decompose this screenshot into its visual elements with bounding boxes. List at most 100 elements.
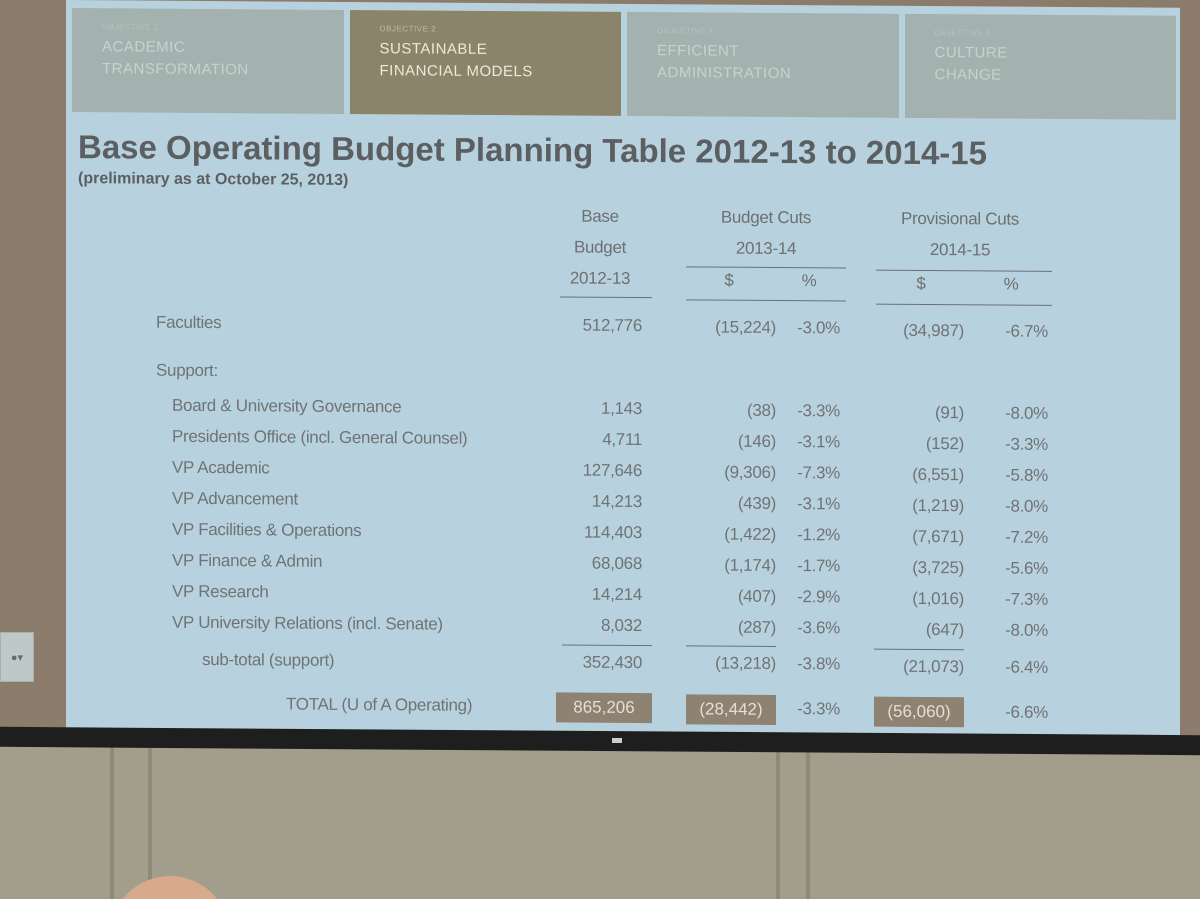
cut-percent: -1.2% — [797, 525, 840, 545]
header-rule — [560, 296, 652, 299]
base-value: 14,213 — [591, 491, 642, 512]
prov-percent: -6.4% — [1005, 657, 1048, 677]
row-label: VP Finance & Admin — [172, 550, 323, 571]
tab-label: ADMINISTRATION — [657, 64, 792, 83]
table-row-total: TOTAL (U of A Operating) 865,206 (28,442… — [66, 0, 1180, 728]
tab-kicker: OBJECTIVE 4 — [934, 28, 992, 38]
cut-percent: -3.3% — [797, 699, 840, 719]
projector-screen-logo — [612, 738, 622, 743]
tab-efficient-administration[interactable]: OBJECTIVE 3 EFFICIENT ADMINISTRATION — [627, 11, 899, 118]
header-cuts-dollar: $ — [724, 270, 734, 290]
prov-value: (152) — [925, 434, 964, 454]
prov-percent: -6.6% — [1005, 702, 1048, 722]
header-base-3: 2012-13 — [569, 268, 631, 288]
table-row: VP Research 14,214 (407) -2.9% (1,016) -7.3% — [66, 0, 1180, 609]
objective-tabs: OBJECTIVE 1 ACADEMIC TRANSFORMATION OBJE… — [72, 8, 1176, 120]
cut-percent: -7.3% — [797, 463, 840, 483]
row-label: sub-total (support) — [202, 649, 335, 670]
cut-percent: -3.0% — [797, 318, 840, 338]
header-rule — [686, 299, 846, 302]
base-value: 14,214 — [591, 584, 642, 605]
cut-percent: -3.8% — [797, 654, 840, 674]
prov-value: (91) — [934, 403, 964, 423]
cut-value: (13,218) — [715, 653, 776, 673]
total-prov-box: (56,060) — [874, 696, 964, 728]
prov-percent: -5.8% — [1005, 465, 1048, 485]
tab-label: EFFICIENT — [657, 42, 739, 60]
header-cuts-1: Budget Cuts — [720, 207, 812, 228]
table-row: VP Advancement 14,213 (439) -3.1% (1,219) -8.… — [66, 0, 1180, 516]
room-wall-lower — [0, 745, 1200, 899]
row-label: VP Research — [172, 581, 269, 602]
base-value: 4,711 — [602, 429, 642, 450]
base-value: 352,430 — [582, 652, 642, 673]
section-label-support: Support: — [156, 360, 218, 381]
prov-percent: -5.6% — [1005, 558, 1048, 578]
row-label: Board & University Governance — [172, 395, 402, 417]
tab-label: TRANSFORMATION — [102, 60, 249, 79]
prov-percent: -8.0% — [1005, 620, 1048, 640]
tab-kicker: OBJECTIVE 1 — [102, 22, 159, 32]
cut-value: (407) — [737, 586, 776, 606]
wall-panel-seam — [110, 745, 114, 899]
prov-value: (34,987) — [903, 320, 964, 341]
cut-percent: -3.6% — [797, 618, 840, 638]
header-rule — [876, 269, 1052, 272]
tab-label: FINANCIAL MODELS — [379, 62, 533, 81]
table-row-subtotal: sub-total (support) 352,430 (13,218) -3.… — [66, 0, 1180, 677]
tab-kicker: OBJECTIVE 3 — [657, 26, 714, 36]
base-value: 512,776 — [582, 315, 642, 336]
base-value: 1,143 — [600, 398, 642, 419]
prov-percent: -8.0% — [1005, 496, 1048, 516]
base-value: 68,068 — [591, 553, 642, 574]
table-row: VP Academic 127,646 (9,306) -7.3% (6,551) -5.… — [66, 0, 1180, 485]
table-row: VP University Relations (incl. Senate) 8,… — [66, 0, 1180, 640]
table-row: Presidents Office (incl. General Counsel… — [66, 0, 1180, 454]
prov-percent: -6.7% — [1005, 321, 1048, 341]
cut-value: (9,306) — [724, 462, 776, 482]
wall-panel-seam — [148, 745, 152, 899]
header-prov-1: Provisional Cuts — [900, 208, 1020, 229]
room-wall-right — [1180, 0, 1200, 745]
cut-value: (439) — [737, 493, 776, 513]
tab-academic-transformation[interactable]: OBJECTIVE 1 ACADEMIC TRANSFORMATION — [72, 8, 344, 114]
wall-panel-seam — [806, 745, 810, 899]
table-row: Board & University Governance 1,143 (38) -3… — [66, 0, 1180, 423]
subtotal-rule — [686, 645, 776, 647]
row-label: VP University Relations (incl. Senate) — [172, 612, 443, 634]
prov-percent: -3.3% — [1005, 434, 1048, 454]
prov-value: (1,219) — [912, 495, 964, 516]
prov-percent: -8.0% — [1005, 403, 1048, 423]
prov-value: (7,671) — [912, 526, 964, 547]
cut-value: (146) — [737, 431, 776, 451]
tab-label: ACADEMIC — [102, 38, 186, 56]
row-label: VP Advancement — [172, 488, 298, 509]
table-row-faculties: Faculties 512,776 (15,224) -3.0% (34,987… — [66, 0, 1180, 341]
wall-panel-seam — [776, 745, 780, 899]
table-row: VP Facilities & Operations 114,403 (1,422)… — [66, 0, 1180, 547]
subtotal-rule — [562, 644, 652, 647]
tab-label: SUSTAINABLE — [379, 40, 488, 58]
row-label: VP Facilities & Operations — [172, 519, 362, 541]
tab-kicker: OBJECTIVE 2 — [379, 24, 437, 34]
table-row: VP Finance & Admin 68,068 (1,174) -1.7% (3,7… — [66, 0, 1180, 578]
row-label: Faculties — [156, 312, 222, 333]
header-base-2: Budget — [573, 237, 627, 257]
tab-culture-change[interactable]: OBJECTIVE 4 CULTURE CHANGE — [904, 13, 1176, 120]
cut-value: (1,174) — [724, 555, 776, 575]
total-cut-box: (28,442) — [686, 694, 776, 725]
cut-percent: -1.7% — [797, 556, 840, 576]
prov-value: (1,016) — [912, 588, 964, 609]
header-cuts-percent: % — [801, 271, 817, 291]
tab-label: CULTURE — [934, 44, 1008, 62]
projected-slide: OBJECTIVE 1 ACADEMIC TRANSFORMATION OBJE… — [66, 0, 1180, 740]
cut-percent: -3.1% — [797, 432, 840, 452]
slide-title: Base Operating Budget Planning Table 201… — [78, 128, 987, 172]
cut-value: (38) — [746, 400, 776, 420]
base-value: 127,646 — [582, 460, 642, 481]
prov-value: (3,725) — [912, 557, 964, 578]
tab-sustainable-financial-models[interactable]: OBJECTIVE 2 SUSTAINABLE FINANCIAL MODELS — [349, 9, 621, 116]
prov-percent: -7.2% — [1005, 527, 1048, 547]
subtotal-rule — [874, 648, 964, 651]
slide-subtitle: (preliminary as at October 25, 2013) — [78, 170, 349, 189]
